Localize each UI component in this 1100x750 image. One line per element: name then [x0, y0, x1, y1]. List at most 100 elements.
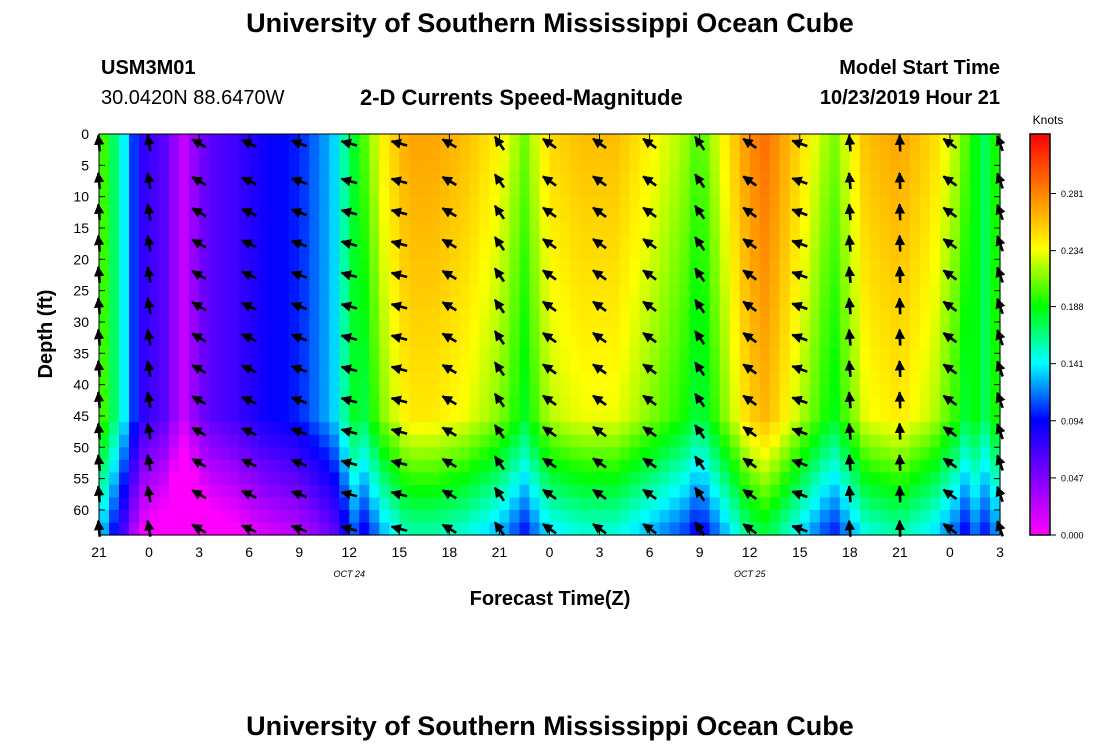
heatmap-cell — [149, 146, 160, 160]
heatmap-cell — [659, 509, 671, 524]
heatmap-cell — [499, 209, 511, 223]
heatmap-cell — [529, 321, 541, 336]
heatmap-cell — [309, 484, 320, 499]
heatmap-cell — [719, 472, 731, 486]
heatmap-cell — [279, 434, 290, 448]
heatmap-cell — [879, 384, 891, 398]
heatmap-cell — [719, 184, 731, 198]
heatmap-cell — [189, 246, 200, 260]
heatmap-cell — [469, 334, 481, 348]
heatmap-cell — [549, 484, 561, 499]
heatmap-cell — [919, 159, 931, 173]
current-arrow — [441, 363, 457, 375]
heatmap-cell — [209, 284, 220, 298]
station-coordinates: 30.0420N 88.6470W — [101, 87, 285, 109]
heatmap-cell — [669, 384, 681, 398]
heatmap-cell — [519, 384, 531, 398]
y-tick-label: 0 — [81, 126, 89, 142]
heatmap-cell — [579, 309, 591, 323]
heatmap-cell — [689, 309, 701, 323]
heatmap-cell — [549, 246, 561, 260]
heatmap-cell — [849, 234, 861, 248]
heatmap-cell — [219, 134, 230, 148]
heatmap-cell — [189, 221, 200, 235]
current-arrow — [441, 332, 457, 343]
heatmap-cell — [329, 347, 340, 361]
current-arrow — [290, 138, 308, 149]
heatmap-cell — [499, 522, 511, 536]
heatmap-cell — [709, 196, 721, 210]
heatmap-cell — [219, 184, 230, 198]
heatmap-cell — [619, 359, 631, 373]
heatmap-cell — [409, 447, 420, 461]
heatmap-cell — [369, 171, 380, 185]
heatmap-cell — [199, 234, 210, 248]
heatmap-cell — [509, 522, 521, 536]
heatmap-cell — [639, 309, 651, 323]
heatmap-cell — [509, 484, 521, 499]
heatmap-cell — [349, 384, 360, 398]
heatmap-cell — [579, 321, 591, 336]
heatmap-cell — [109, 271, 120, 285]
heatmap-cell — [719, 321, 731, 336]
heatmap-cell — [409, 434, 420, 448]
heatmap-cell — [849, 372, 861, 386]
heatmap-cell — [779, 472, 791, 486]
x-tick-label: 18 — [842, 544, 858, 560]
heatmap-cell — [559, 184, 571, 198]
current-arrow — [694, 267, 706, 283]
heatmap-cell — [719, 497, 731, 511]
heatmap-cell — [219, 472, 230, 486]
heatmap-cell — [749, 372, 761, 386]
heatmap-cell — [829, 209, 841, 223]
heatmap-cell — [869, 472, 881, 486]
heatmap-cell — [539, 509, 551, 524]
heatmap-cell — [419, 134, 430, 148]
heatmap-cell — [549, 434, 561, 448]
current-arrow — [592, 137, 607, 150]
heatmap-cell — [149, 309, 160, 323]
heatmap-cell — [449, 497, 460, 511]
heatmap-cell — [449, 447, 460, 461]
heatmap-cell — [399, 497, 410, 511]
heatmap-cell — [669, 184, 681, 198]
heatmap-cell — [909, 522, 921, 536]
heatmap-cell — [209, 196, 220, 210]
heatmap-cell — [749, 422, 761, 436]
heatmap-cell — [389, 409, 400, 423]
heatmap-cell — [529, 209, 541, 223]
heatmap-cell — [519, 259, 531, 273]
heatmap-cell — [459, 234, 471, 248]
heatmap-cell — [299, 447, 310, 461]
heatmap-cell — [369, 409, 380, 423]
heatmap-cell — [839, 271, 851, 285]
heatmap-cell — [209, 509, 220, 524]
heatmap-cell — [349, 484, 360, 499]
heatmap-cell — [669, 359, 681, 373]
heatmap-cell — [469, 484, 481, 499]
heatmap-cell — [969, 296, 981, 311]
heatmap-cell — [349, 259, 360, 273]
heatmap-cell — [699, 359, 711, 373]
heatmap-cell — [389, 434, 400, 448]
x-tick-label: 15 — [392, 544, 408, 560]
heatmap-cell — [599, 234, 611, 248]
heatmap-cell — [179, 334, 190, 348]
chart-subtitle: 2-D Currents Speed-Magnitude — [360, 85, 683, 110]
heatmap-cell — [969, 309, 981, 323]
heatmap-cell — [319, 347, 330, 361]
heatmap-cell — [579, 259, 591, 273]
heatmap-cell — [479, 184, 491, 198]
current-arrow — [942, 300, 958, 312]
heatmap-cell — [869, 296, 881, 311]
heatmap-cell — [229, 259, 240, 273]
heatmap-cell — [839, 196, 851, 210]
heatmap-cell — [629, 397, 641, 411]
current-arrow — [191, 363, 207, 375]
current-arrow — [240, 427, 257, 437]
heatmap-cell — [389, 184, 400, 198]
heatmap-cell — [839, 184, 851, 198]
heatmap-cell — [569, 447, 581, 461]
heatmap-cell — [699, 296, 711, 311]
